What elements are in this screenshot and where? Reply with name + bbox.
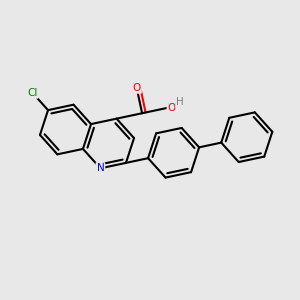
Text: O: O [133, 83, 141, 93]
Text: O: O [168, 103, 176, 113]
Text: H: H [176, 98, 184, 107]
Text: Cl: Cl [27, 88, 38, 98]
Text: N: N [97, 163, 104, 173]
